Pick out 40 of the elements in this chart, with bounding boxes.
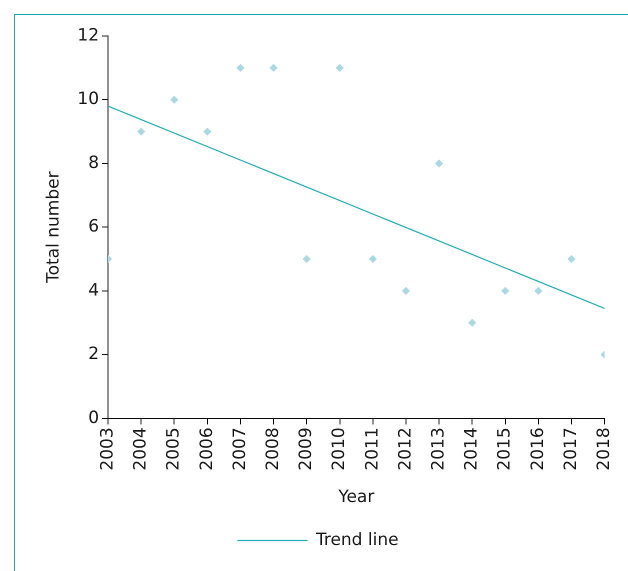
x-tick-label: 2010 — [329, 427, 350, 471]
point — [368, 255, 377, 264]
y-tick-label: 12 — [77, 25, 100, 46]
point — [236, 64, 244, 72]
y-tick-label: 0 — [88, 408, 100, 428]
point — [302, 255, 311, 264]
x-tick-label: 2009 — [296, 427, 316, 471]
x-tick-label: 2018 — [594, 427, 614, 471]
point — [468, 318, 476, 327]
x-tick-label: 2004 — [130, 427, 151, 471]
point — [203, 128, 212, 136]
x-tick-label: 2006 — [196, 427, 217, 471]
x-axis-title: Year — [337, 487, 374, 508]
x-tick-label: 2015 — [494, 427, 515, 471]
x-tick-label: 2011 — [362, 427, 382, 471]
point — [170, 96, 178, 104]
point — [336, 64, 344, 72]
point — [137, 128, 146, 136]
x-tick-label: 2007 — [230, 427, 250, 471]
point — [501, 286, 510, 295]
y-tick-label: 8 — [88, 152, 100, 173]
y-tick-label: 10 — [77, 89, 100, 110]
point — [567, 255, 576, 264]
y-tick-label: 6 — [88, 216, 100, 237]
y-tick-label: 2 — [88, 344, 100, 364]
x-tick-label: 2014 — [462, 427, 482, 471]
y-axis-title: Total number — [44, 171, 64, 284]
y-tick-label: 4 — [88, 280, 100, 300]
x-tick-label: 2016 — [528, 427, 548, 471]
x-tick-label: 2012 — [395, 427, 416, 471]
x-tick-label: 2017 — [560, 427, 581, 471]
x-tick-label: 2008 — [262, 427, 283, 471]
x-tick-label: 2005 — [164, 427, 184, 471]
point — [402, 286, 410, 295]
point — [435, 159, 444, 168]
point — [270, 64, 278, 72]
point — [534, 286, 542, 295]
x-tick-label: 2003 — [97, 427, 118, 471]
legend-label: Trend line — [314, 530, 399, 550]
x-tick-label: 2013 — [428, 427, 448, 471]
